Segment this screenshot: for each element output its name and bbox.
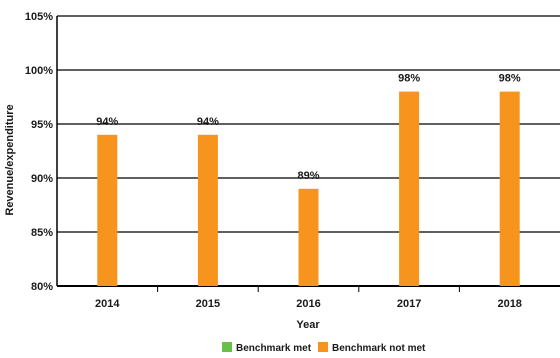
data-label: 89% [297,170,319,182]
data-label: 94% [197,116,219,128]
y-tick-label: 100% [25,65,53,77]
legend-label: Benchmark met [236,343,312,354]
x-axis-title: Year [296,319,320,331]
y-axis-title: Revenue/expenditure [4,104,16,215]
y-tick-label: 85% [31,227,53,239]
x-tick-label: 2018 [497,298,521,310]
x-tick-labels: 2014 2015 2016 2017 2018 [95,286,522,310]
bar [499,91,520,286]
gridlines [56,15,560,287]
data-label: 98% [499,73,521,85]
bar [399,91,420,286]
legend-label: Benchmark not met [332,343,426,354]
y-tick-label: 80% [31,281,53,293]
y-tick-label: 95% [31,119,53,131]
bars [97,91,520,286]
bar [97,134,118,286]
x-tick-label: 2015 [196,298,220,310]
y-tick-label: 90% [31,173,53,185]
legend: Benchmark met Benchmark not met [222,342,426,354]
x-tick-label: 2016 [296,298,320,310]
x-tick-label: 2017 [397,298,421,310]
y-tick-label: 105% [25,11,53,23]
data-label: 98% [398,73,420,85]
x-tick-label: 2014 [95,298,120,310]
data-label: 94% [96,116,118,128]
bar [298,188,319,286]
legend-swatch [318,342,328,352]
bar [197,134,218,286]
legend-swatch [222,342,232,352]
data-labels: 94% 94% 89% 98% 98% [96,73,521,182]
y-tick-labels: 80% 85% 90% 95% 100% 105% [25,11,53,293]
